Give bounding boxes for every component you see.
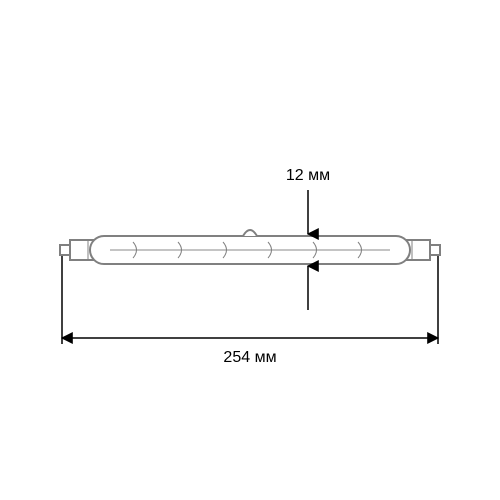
pin-right	[430, 245, 440, 255]
pin-left	[60, 245, 70, 255]
exhaust-tip	[243, 230, 257, 236]
technical-drawing: 12 мм 254 мм	[0, 0, 500, 500]
dim-diameter-label: 12 мм	[286, 167, 330, 184]
dim-length-label: 254 мм	[223, 349, 276, 366]
